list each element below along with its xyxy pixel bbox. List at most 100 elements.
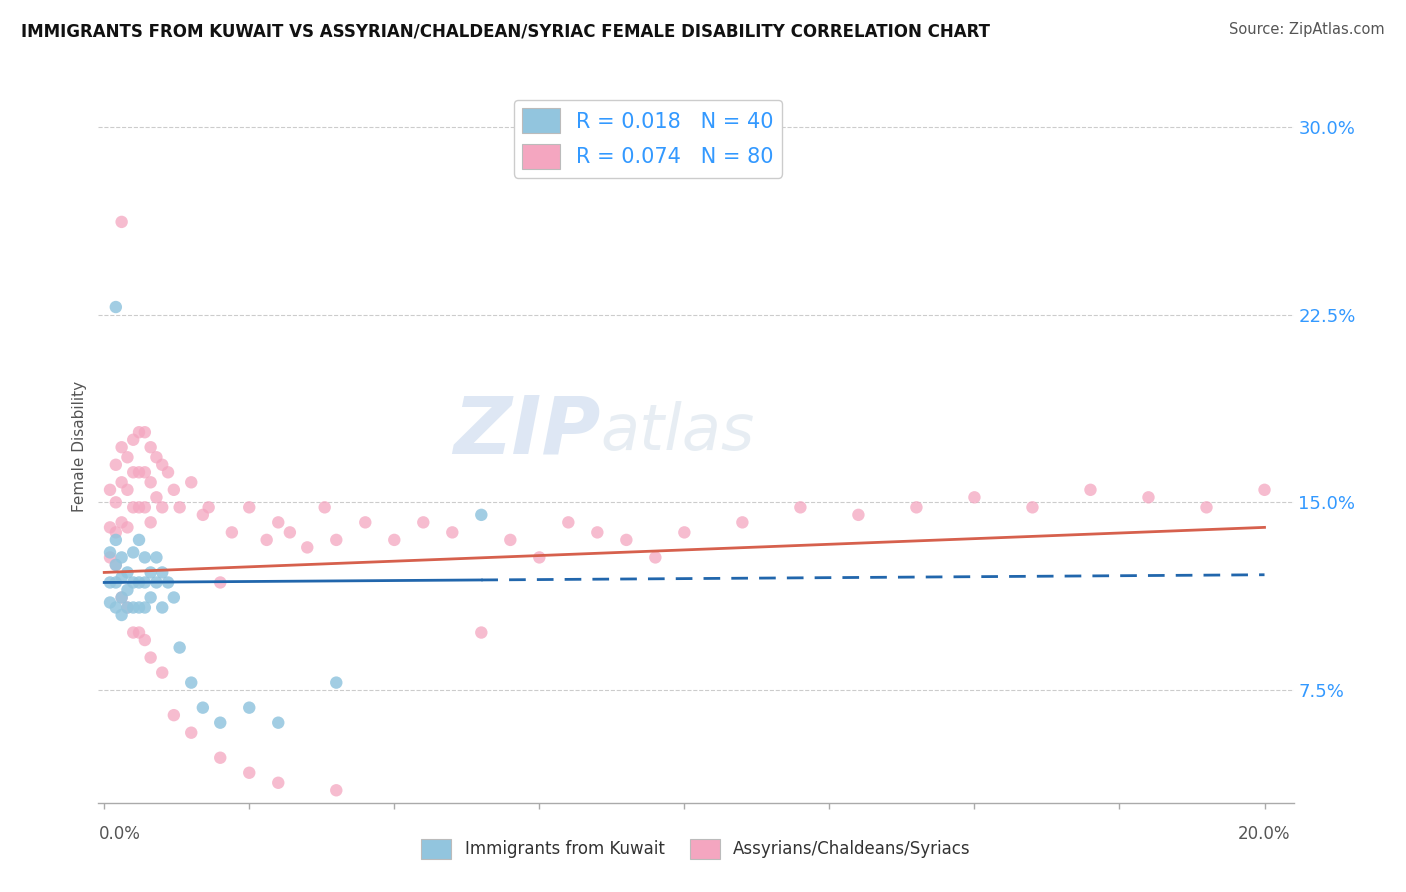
Point (98, 595, 121, 609)
Point (238, 500, 260, 515)
Point (150, 665, 173, 680)
Point (122, 625, 145, 640)
Point (134, 500, 156, 515)
Point (122, 545, 145, 559)
Point (180, 725, 202, 739)
Point (470, 508, 492, 522)
Point (1253, 483, 1275, 497)
Point (157, 465, 180, 479)
Point (586, 525, 609, 540)
Point (238, 765, 260, 780)
Point (122, 465, 145, 479)
Point (163, 708, 186, 723)
Point (111, 440, 134, 454)
Point (169, 640, 191, 655)
Point (139, 566, 162, 580)
Text: atlas: atlas (600, 401, 755, 463)
Point (98, 550, 121, 565)
Point (134, 633, 156, 648)
Point (104, 495, 127, 509)
Point (278, 525, 301, 540)
Point (297, 541, 319, 555)
Point (267, 776, 290, 790)
Y-axis label: Female Disability: Female Disability (72, 380, 87, 512)
Point (104, 558, 127, 572)
Point (128, 465, 150, 479)
Point (163, 483, 186, 497)
Point (470, 625, 492, 640)
Point (169, 500, 191, 515)
Point (1021, 500, 1043, 515)
Point (111, 570, 134, 584)
Point (117, 582, 139, 597)
Point (963, 491, 986, 505)
Point (104, 558, 127, 572)
Point (145, 575, 167, 590)
Point (134, 465, 156, 479)
Point (145, 550, 167, 565)
Point (673, 525, 696, 540)
Point (139, 440, 162, 454)
Point (441, 525, 464, 540)
Point (191, 700, 214, 714)
Point (529, 550, 551, 565)
Point (128, 575, 150, 590)
Point (98, 483, 121, 497)
Point (412, 516, 434, 530)
Point (122, 575, 145, 590)
Point (134, 600, 156, 615)
Point (209, 575, 232, 590)
Point (122, 500, 145, 515)
Legend: Immigrants from Kuwait, Assyrians/Chaldeans/Syriacs: Immigrants from Kuwait, Assyrians/Chalde… (415, 832, 977, 866)
Point (139, 650, 162, 665)
Point (104, 533, 127, 547)
Point (1137, 491, 1160, 505)
Point (238, 700, 260, 714)
Point (134, 575, 156, 590)
Point (163, 591, 186, 605)
Point (111, 591, 134, 605)
Point (128, 600, 150, 615)
Text: 20.0%: 20.0% (1239, 825, 1291, 843)
Point (134, 425, 156, 440)
Point (139, 475, 162, 490)
Point (111, 516, 134, 530)
Point (111, 607, 134, 622)
Point (122, 433, 145, 447)
Point (117, 566, 139, 580)
Point (117, 483, 139, 497)
Text: 0.0%: 0.0% (98, 825, 141, 843)
Point (209, 715, 232, 730)
Point (325, 533, 347, 547)
Point (104, 600, 127, 615)
Point (111, 475, 134, 490)
Point (789, 500, 811, 515)
Point (98, 520, 121, 534)
Point (267, 516, 290, 530)
Point (644, 550, 666, 565)
Point (139, 516, 162, 530)
Point (104, 575, 127, 590)
Point (117, 600, 139, 615)
Point (267, 715, 290, 730)
Point (98, 575, 121, 590)
Point (731, 516, 754, 530)
Point (197, 500, 219, 515)
Point (117, 600, 139, 615)
Point (111, 550, 134, 565)
Point (128, 425, 150, 440)
Point (848, 508, 870, 522)
Point (314, 500, 336, 515)
Point (134, 550, 156, 565)
Point (382, 533, 405, 547)
Point (1195, 500, 1218, 515)
Point (122, 600, 145, 615)
Point (221, 525, 243, 540)
Point (150, 500, 173, 515)
Point (150, 600, 173, 615)
Point (117, 520, 139, 534)
Point (128, 533, 150, 547)
Point (128, 625, 150, 640)
Point (104, 458, 127, 472)
Point (145, 491, 167, 505)
